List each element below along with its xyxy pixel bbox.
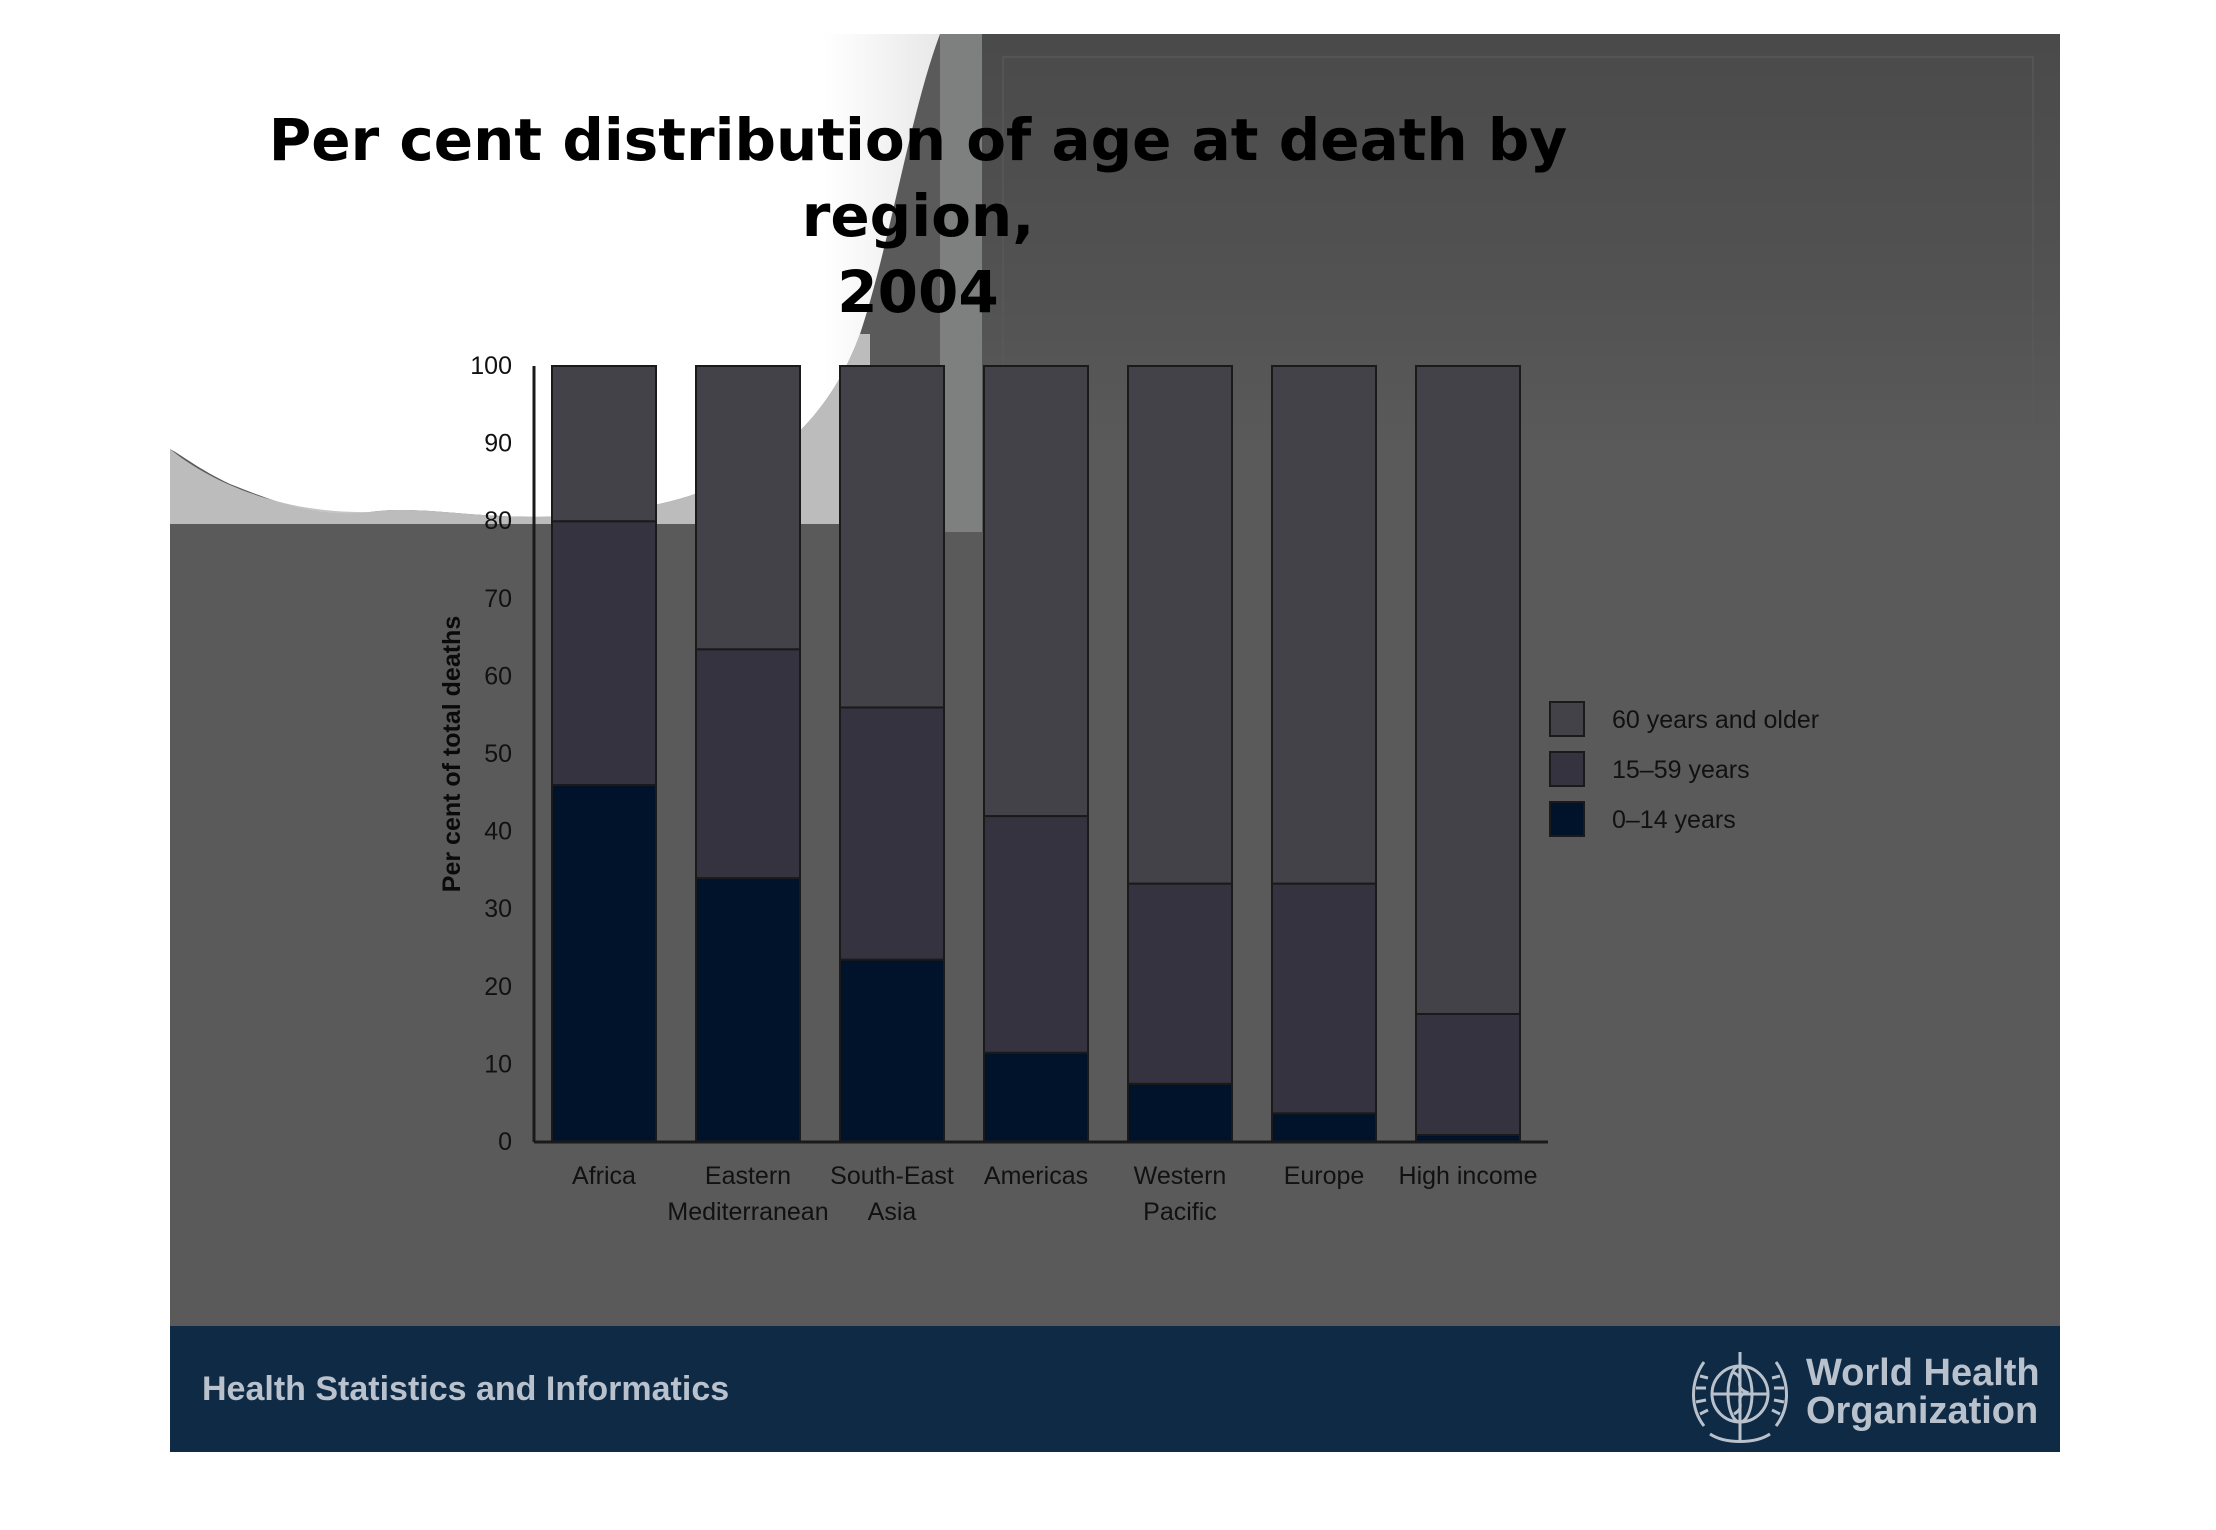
chart-title: Per cent distribution of age at death by… (170, 102, 1666, 330)
x-tick-label: Africa (572, 1162, 636, 1190)
bar-segment-60-plus (1415, 365, 1521, 1015)
chart-title-line-1: Per cent distribution of age at death by… (268, 106, 1568, 250)
footer-text: Health Statistics and Informatics (202, 1370, 730, 1408)
x-tick-label: Western (1134, 1162, 1227, 1190)
bar-segment-60-plus (551, 365, 657, 523)
bar-segment-60-plus (1127, 365, 1233, 885)
bar-segment-0-14 (839, 958, 945, 1144)
bar-segment-60-plus (695, 365, 801, 651)
bar-segment-15-59 (1415, 1012, 1521, 1137)
legend-label: 0–14 years (1612, 806, 1736, 834)
who-emblem-icon (1692, 1352, 1788, 1443)
y-tick-label: 40 (484, 818, 512, 846)
y-tick-label: 100 (470, 352, 512, 380)
bar-segment-15-59 (839, 706, 945, 961)
footer-bar: Health Statistics and Informatics World … (170, 1326, 2060, 1452)
bar-segment-0-14 (983, 1051, 1089, 1144)
chart-title-line-2: 2004 (837, 258, 999, 326)
y-tick-label: 0 (498, 1128, 512, 1156)
legend-swatch (1549, 701, 1585, 737)
legend-swatch (1549, 751, 1585, 787)
bar-segment-15-59 (1127, 882, 1233, 1085)
bar-segment-15-59 (1271, 882, 1377, 1115)
x-tick-label: Pacific (1143, 1198, 1217, 1226)
organization-name: World Health Organization (1806, 1354, 2040, 1430)
bar-segment-60-plus (839, 365, 945, 709)
bar-segment-15-59 (983, 815, 1089, 1054)
legend-swatch (1549, 801, 1585, 837)
bar-segment-60-plus (983, 365, 1089, 818)
y-tick-label: 30 (484, 895, 512, 923)
x-tick-label: High income (1399, 1162, 1538, 1190)
bar-segment-15-59 (695, 648, 801, 880)
x-tick-label: South-East (830, 1162, 954, 1190)
organization-name-line-1: World Health (1806, 1352, 2040, 1394)
bar-segment-0-14 (695, 877, 801, 1143)
bar-segment-0-14 (551, 784, 657, 1143)
y-tick-label: 90 (484, 430, 512, 458)
bar-segment-60-plus (1271, 365, 1377, 885)
y-axis-label: Per cent of total deaths (438, 616, 466, 892)
x-tick-label: Europe (1284, 1162, 1365, 1190)
y-tick-label: 70 (484, 585, 512, 613)
y-tick-label: 80 (484, 507, 512, 535)
legend-label: 60 years and older (1612, 706, 1819, 734)
x-tick-label: Mediterranean (667, 1198, 828, 1226)
x-tick-label: Eastern (705, 1162, 791, 1190)
stacked-bar-chart: 0 10 20 30 40 50 60 70 80 90 100 Per cent of total … (438, 352, 1819, 1226)
legend-label: 15–59 years (1612, 756, 1750, 784)
y-tick-label: 50 (484, 740, 512, 768)
y-tick-label: 60 (484, 662, 512, 690)
bar-segment-15-59 (551, 520, 657, 787)
y-tick-label: 20 (484, 973, 512, 1001)
bar-segment-0-14 (1127, 1082, 1233, 1144)
x-tick-label: Americas (984, 1162, 1088, 1190)
organization-name-line-2: Organization (1806, 1390, 2039, 1432)
background-frame (1002, 56, 2034, 478)
slide: Per cent distribution of age at death by… (170, 34, 2060, 1452)
bar-segment-0-14 (1271, 1112, 1377, 1143)
x-tick-label: Asia (868, 1198, 917, 1226)
y-tick-label: 10 (484, 1050, 512, 1078)
